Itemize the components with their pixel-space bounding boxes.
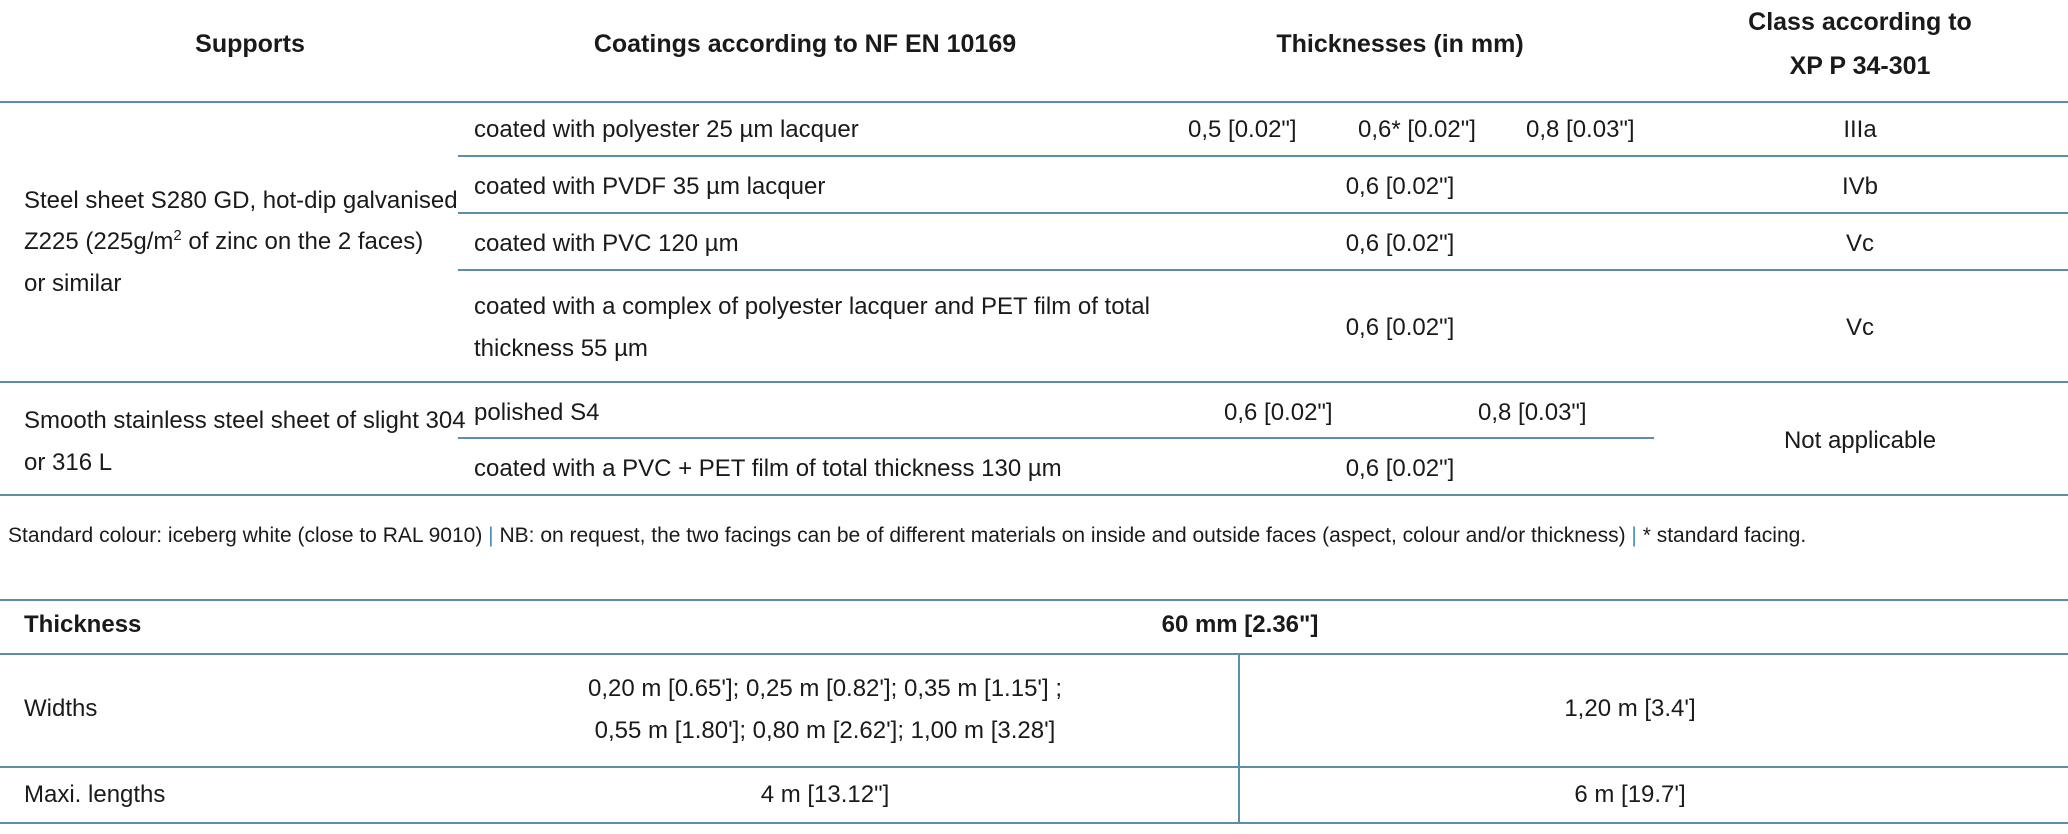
class-row3: Vc bbox=[1845, 230, 1874, 257]
widths-left-line2: 0,55 m [1.80']; 0,80 m [2.62']; 1,00 m [… bbox=[594, 717, 1056, 744]
group1-support-line3: or similar bbox=[24, 270, 122, 297]
header-class-line2: XP P 34-301 bbox=[1789, 52, 1931, 80]
table2-bottom-rule bbox=[0, 822, 2068, 824]
footnote-colour: Standard colour: iceberg white (close to… bbox=[8, 524, 483, 547]
coating-row4-line2: thickness 55 µm bbox=[474, 335, 648, 362]
row5-rule bbox=[458, 437, 1654, 439]
class-row2: IVb bbox=[1841, 173, 1879, 200]
row2-rule bbox=[458, 212, 2068, 214]
coating-row4-line1: coated with a complex of polyester lacqu… bbox=[474, 293, 1150, 320]
thickness-row3: 0,6 [0.02"] bbox=[1345, 230, 1455, 257]
table2-top-rule bbox=[0, 599, 2068, 601]
widths-left-line1: 0,20 m [0.65']; 0,25 m [0.82']; 0,35 m [… bbox=[587, 675, 1062, 702]
footnote-nb: NB: on request, the two facings can be o… bbox=[499, 524, 1626, 547]
thickness-row1-a: 0,5 [0.02"] bbox=[1188, 116, 1297, 143]
class-row1: IIIa bbox=[1843, 116, 1877, 143]
header-coatings: Coatings according to NF EN 10169 bbox=[593, 30, 1017, 58]
coating-row3: coated with PVC 120 µm bbox=[474, 230, 739, 257]
header-supports: Supports bbox=[195, 30, 305, 58]
footnote-separator-1: | bbox=[488, 524, 494, 547]
class-group2: Not applicable bbox=[1783, 427, 1937, 454]
table1-bottom-rule bbox=[0, 494, 2068, 496]
table2-header-rule bbox=[0, 653, 2068, 655]
widths-label: Widths bbox=[24, 695, 98, 722]
widths-right: 1,20 m [3.4'] bbox=[1564, 695, 1696, 722]
lengths-right: 6 m [19.7'] bbox=[1574, 781, 1686, 808]
row3-rule bbox=[458, 269, 2068, 271]
thickness-row1-c: 0,8 [0.03"] bbox=[1526, 116, 1635, 143]
thickness-row1-b: 0,6* [0.02"] bbox=[1358, 116, 1476, 143]
thickness-value: 60 mm [2.36"] bbox=[1161, 611, 1319, 638]
group1-support-line2: Z225 (225g/m2 of zinc on the 2 faces) bbox=[24, 227, 424, 255]
footnote-standard-facing: * standard facing. bbox=[1642, 524, 1807, 547]
coating-row5: polished S4 bbox=[474, 399, 600, 426]
thickness-row2: 0,6 [0.02"] bbox=[1345, 173, 1455, 200]
footnote-separator-2: | bbox=[1631, 524, 1637, 547]
header-class-line1: Class according to bbox=[1748, 8, 1972, 36]
header-rule bbox=[0, 101, 2068, 103]
lengths-label: Maxi. lengths bbox=[24, 781, 166, 808]
coating-row2: coated with PVDF 35 µm lacquer bbox=[474, 173, 826, 200]
thickness-label: Thickness bbox=[24, 611, 142, 638]
row1-rule bbox=[458, 155, 2068, 157]
coating-row6: coated with a PVC + PET film of total th… bbox=[474, 455, 1062, 482]
group1-support-line1: Steel sheet S280 GD, hot-dip galvanised bbox=[24, 187, 458, 214]
table2-column-divider bbox=[1238, 655, 1240, 822]
footnote: Standard colour: iceberg white (close to… bbox=[8, 522, 1806, 550]
thickness-row4: 0,6 [0.02"] bbox=[1345, 314, 1455, 341]
thickness-row5-b: 0,8 [0.03"] bbox=[1478, 399, 1587, 426]
class-row4: Vc bbox=[1845, 314, 1874, 341]
group1-rule bbox=[0, 381, 2068, 383]
thickness-row5-a: 0,6 [0.02"] bbox=[1224, 399, 1333, 426]
lengths-left: 4 m [13.12"] bbox=[760, 781, 890, 808]
group2-support-line1: Smooth stainless steel sheet of slight 3… bbox=[24, 407, 466, 434]
table2-row-rule bbox=[0, 766, 2068, 768]
thickness-row6: 0,6 [0.02"] bbox=[1345, 455, 1455, 482]
coating-row1: coated with polyester 25 µm lacquer bbox=[474, 116, 859, 143]
header-thicknesses: Thicknesses (in mm) bbox=[1276, 30, 1524, 58]
group2-support-line2: or 316 L bbox=[24, 449, 113, 476]
